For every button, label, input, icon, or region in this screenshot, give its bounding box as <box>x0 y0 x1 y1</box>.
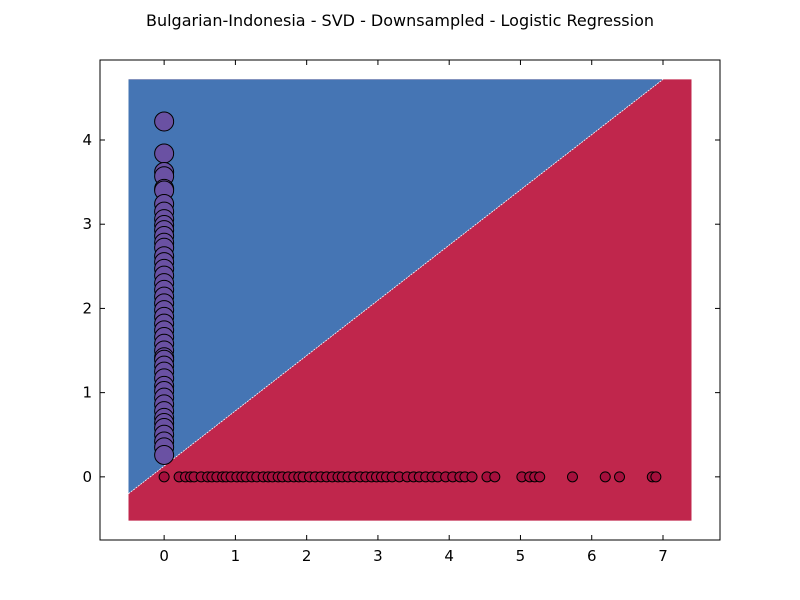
points <box>154 111 662 483</box>
point-class-red <box>489 471 501 483</box>
chart-title: Bulgarian-Indonesia - SVD - Downsampled … <box>146 11 654 30</box>
y-tick-label: 3 <box>82 215 92 233</box>
point-class-red <box>566 471 578 483</box>
point-class-red <box>466 471 478 483</box>
y-tick-label: 4 <box>82 131 92 149</box>
point-class-purple <box>154 143 175 164</box>
axes: 0 1 2 3 4 5 6 7 0 1 2 3 4 <box>82 59 721 565</box>
x-tick-label: 5 <box>516 547 526 565</box>
x-tick-label: 1 <box>231 547 241 565</box>
y-tick-label: 2 <box>82 299 92 317</box>
point-class-red <box>599 471 611 483</box>
point-class-red <box>614 471 626 483</box>
y-tick-label: 1 <box>82 384 92 402</box>
point-class-purple <box>154 444 175 465</box>
point-class-red <box>534 471 546 483</box>
point-class-red <box>650 471 662 483</box>
x-tick-label: 4 <box>444 547 454 565</box>
x-tick-label: 0 <box>159 547 169 565</box>
plot-area <box>128 79 692 521</box>
axes-frame <box>99 59 721 541</box>
x-tick-label: 7 <box>658 547 668 565</box>
x-tick-label: 6 <box>587 547 597 565</box>
decision-boundary <box>128 79 664 495</box>
x-tick-label: 3 <box>373 547 383 565</box>
point-class-red <box>158 471 170 483</box>
region-upper-left <box>128 79 663 494</box>
x-tick-label: 2 <box>302 547 312 565</box>
y-tick-label: 0 <box>82 468 92 486</box>
point-class-purple <box>154 111 175 132</box>
